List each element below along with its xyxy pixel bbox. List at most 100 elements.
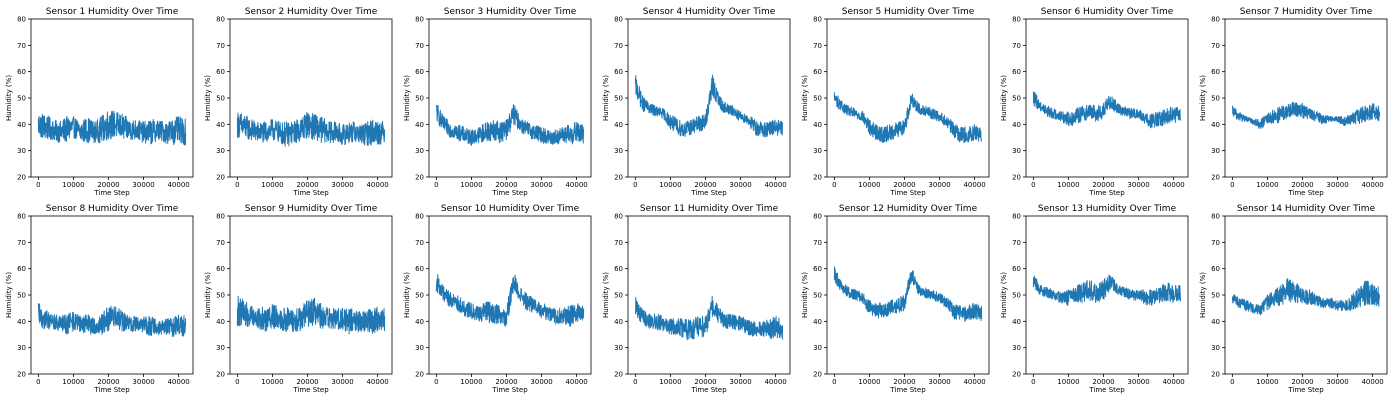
- subplot-title: Sensor 6 Humidity Over Time: [1041, 7, 1174, 17]
- x-tick-label: 40000: [764, 181, 786, 189]
- subplot-title: Sensor 8 Humidity Over Time: [46, 204, 179, 214]
- y-axis-label: Humidity (%): [602, 272, 610, 318]
- y-tick-label: 50: [614, 95, 623, 103]
- y-tick-label: 50: [813, 95, 822, 103]
- y-tick-label: 40: [17, 121, 26, 129]
- x-tick-label: 40000: [1361, 378, 1383, 386]
- y-tick-label: 20: [216, 371, 225, 379]
- y-axis-label: Humidity (%): [1000, 272, 1008, 318]
- x-tick-label: 0: [633, 181, 637, 189]
- y-tick-label: 20: [17, 174, 26, 182]
- y-tick-label: 80: [17, 213, 26, 221]
- y-tick-label: 40: [1211, 318, 1220, 326]
- y-tick-label: 80: [1012, 213, 1021, 221]
- x-tick-label: 40000: [366, 181, 388, 189]
- axes-frame: [30, 215, 194, 375]
- y-tick-label: 70: [813, 42, 822, 50]
- x-tick-label: 10000: [261, 378, 283, 386]
- y-tick-label: 40: [1012, 121, 1021, 129]
- y-tick-label: 20: [813, 174, 822, 182]
- y-tick-label: 30: [216, 147, 225, 155]
- x-tick-label: 10000: [1057, 378, 1079, 386]
- subplot-title: Sensor 2 Humidity Over Time: [245, 7, 378, 17]
- x-tick-label: 20000: [893, 181, 915, 189]
- series-line: [1231, 101, 1381, 129]
- x-tick-label: 30000: [132, 378, 154, 386]
- x-tick-label: 20000: [694, 181, 716, 189]
- series-line: [236, 111, 386, 147]
- x-tick-label: 20000: [97, 181, 119, 189]
- y-tick-label: 60: [1211, 68, 1220, 76]
- y-tick-label: 70: [1211, 42, 1220, 50]
- x-tick-label: 0: [633, 378, 637, 386]
- subplot-title: Sensor 5 Humidity Over Time: [842, 7, 975, 17]
- x-tick-label: 10000: [659, 378, 681, 386]
- x-tick-label: 40000: [1162, 378, 1184, 386]
- y-tick-label: 30: [614, 147, 623, 155]
- y-tick-label: 30: [415, 344, 424, 352]
- axes-frame: [30, 18, 194, 178]
- x-tick-label: 0: [832, 181, 836, 189]
- y-tick-label: 80: [216, 16, 225, 24]
- y-tick-label: 30: [614, 344, 623, 352]
- subplot-title: Sensor 12 Humidity Over Time: [839, 204, 978, 214]
- y-tick-label: 70: [216, 42, 225, 50]
- y-tick-label: 20: [614, 371, 623, 379]
- series-line: [833, 266, 983, 322]
- series-line: [436, 104, 585, 146]
- y-tick-label: 40: [216, 318, 225, 326]
- x-tick-label: 20000: [296, 181, 318, 189]
- y-tick-label: 20: [813, 371, 822, 379]
- y-tick-label: 60: [415, 68, 424, 76]
- y-tick-label: 70: [813, 239, 822, 247]
- subplot-10: Sensor 10 Humidity Over Time 20 30 40 50 60 70…: [403, 204, 592, 394]
- x-tick-label: 30000: [132, 181, 154, 189]
- axes-frame: [1025, 18, 1189, 178]
- subplot-title: Sensor 14 Humidity Over Time: [1237, 204, 1376, 214]
- x-axis-label: Time Step: [690, 189, 727, 197]
- y-tick-label: 50: [216, 95, 225, 103]
- x-tick-label: 0: [36, 181, 40, 189]
- x-tick-label: 0: [434, 378, 438, 386]
- subplot-6: Sensor 6 Humidity Over Time 20 30 40 50 60 70 8…: [1000, 7, 1189, 197]
- y-axis-label: Humidity (%): [204, 75, 212, 121]
- y-tick-label: 70: [1211, 239, 1220, 247]
- y-tick-label: 20: [1211, 371, 1220, 379]
- x-tick-label: 10000: [62, 378, 84, 386]
- x-axis-label: Time Step: [292, 386, 329, 394]
- y-tick-label: 30: [813, 344, 822, 352]
- subplot-title: Sensor 10 Humidity Over Time: [441, 204, 580, 214]
- x-axis-label: Time Step: [889, 386, 926, 394]
- y-tick-label: 70: [17, 42, 26, 50]
- subplot-1: Sensor 1 Humidity Over Time 20 30 40 50 60 70 8…: [5, 7, 194, 197]
- x-tick-label: 30000: [1127, 378, 1149, 386]
- y-tick-label: 20: [415, 371, 424, 379]
- y-tick-label: 30: [17, 344, 26, 352]
- x-tick-label: 30000: [530, 181, 552, 189]
- x-tick-label: 0: [235, 181, 239, 189]
- x-axis-label: Time Step: [491, 189, 528, 197]
- x-tick-label: 0: [235, 378, 239, 386]
- x-tick-label: 40000: [366, 378, 388, 386]
- x-tick-label: 0: [1230, 378, 1234, 386]
- y-tick-label: 50: [415, 292, 424, 300]
- x-tick-label: 30000: [1326, 181, 1348, 189]
- y-tick-label: 40: [415, 318, 424, 326]
- y-tick-label: 80: [216, 213, 225, 221]
- y-axis-label: Humidity (%): [801, 272, 809, 318]
- subplot-5: Sensor 5 Humidity Over Time 20 30 40 50 60 70 8…: [801, 7, 990, 197]
- y-tick-label: 30: [1211, 344, 1220, 352]
- y-tick-label: 70: [614, 239, 623, 247]
- y-tick-label: 30: [415, 147, 424, 155]
- axes-frame: [229, 215, 393, 375]
- y-tick-label: 80: [614, 16, 623, 24]
- y-tick-label: 40: [17, 318, 26, 326]
- y-axis-label: Humidity (%): [403, 272, 411, 318]
- y-tick-label: 40: [1211, 121, 1220, 129]
- y-tick-label: 60: [17, 68, 26, 76]
- x-tick-label: 0: [1031, 181, 1035, 189]
- subplot-8: Sensor 8 Humidity Over Time 20 30 40 50 60 70 8…: [5, 204, 194, 394]
- y-axis-label: Humidity (%): [403, 75, 411, 121]
- x-tick-label: 20000: [97, 378, 119, 386]
- x-tick-label: 10000: [261, 181, 283, 189]
